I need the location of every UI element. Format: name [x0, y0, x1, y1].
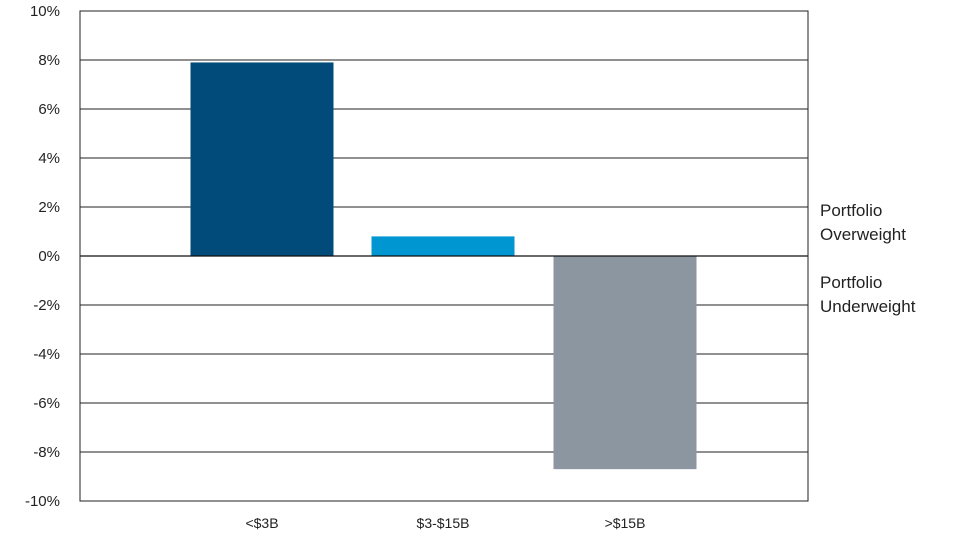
bar-2	[371, 236, 515, 256]
x-tick-label: <$3B	[245, 515, 278, 531]
y-tick-label: -10%	[25, 493, 60, 510]
underweight-annotation: Portfolio Underweight	[820, 271, 915, 319]
bar-1	[190, 62, 334, 257]
y-tick-label: 2%	[38, 199, 60, 216]
bar-3	[553, 256, 697, 470]
bars	[190, 62, 697, 470]
underweight-line-1: Portfolio	[820, 273, 883, 292]
overweight-line-2: Overweight	[820, 225, 906, 244]
y-tick-label: 10%	[30, 3, 60, 20]
x-tick-label: $3-$15B	[417, 515, 470, 531]
y-tick-label: 0%	[38, 248, 60, 265]
y-tick-label: 6%	[38, 101, 60, 118]
y-tick-label: -4%	[33, 346, 60, 363]
y-tick-label: 4%	[38, 150, 60, 167]
y-tick-label: -6%	[33, 395, 60, 412]
x-axis-tick-labels: <$3B $3-$15B >$15B	[245, 515, 645, 531]
underweight-line-2: Underweight	[820, 297, 916, 316]
y-axis-tick-labels: 10% 8% 6% 4% 2% 0% -2% -4% -6% -8% -10%	[25, 3, 60, 510]
plot-frame	[79, 10, 809, 502]
overweight-line-1: Portfolio	[820, 201, 883, 220]
y-tick-label: 8%	[38, 52, 60, 69]
y-tick-label: -2%	[33, 297, 60, 314]
overweight-annotation: Portfolio Overweight	[820, 199, 906, 247]
x-tick-label: >$15B	[605, 515, 646, 531]
y-tick-label: -8%	[33, 444, 60, 461]
